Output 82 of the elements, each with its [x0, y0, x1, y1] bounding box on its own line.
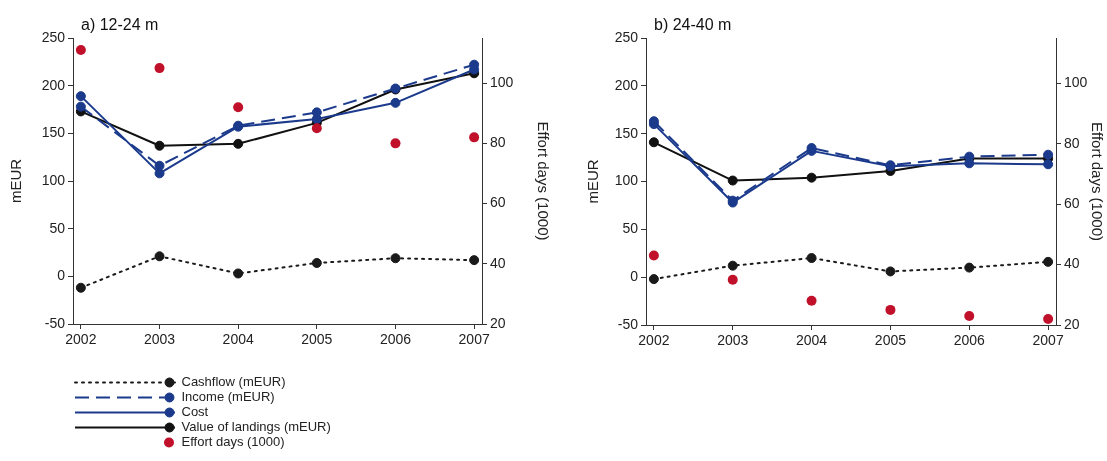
x-tick-label: 2003 — [717, 332, 749, 349]
y2-tick-label: 20 — [490, 314, 506, 331]
point — [233, 102, 244, 113]
x-tick-label: 2002 — [638, 332, 670, 349]
point — [885, 304, 896, 315]
point — [964, 310, 975, 321]
x-tick-label: 2004 — [796, 332, 828, 349]
x-tick-label: 2002 — [65, 331, 97, 348]
y-tick-label: 200 — [41, 76, 66, 93]
point — [1043, 149, 1054, 160]
y-tick-label: 150 — [614, 124, 639, 141]
point — [390, 97, 401, 108]
x-tick-label: 2005 — [301, 331, 333, 348]
legend-label: Cashflow (mEUR) — [181, 374, 286, 390]
point — [1043, 256, 1054, 267]
point — [75, 91, 86, 102]
y2-axis-title: Effort days (1000) — [1088, 122, 1106, 241]
point — [648, 274, 659, 285]
point — [727, 274, 738, 285]
y-tick-label: 250 — [41, 28, 66, 45]
point — [390, 138, 401, 149]
y-tick-label: -50 — [617, 315, 639, 332]
point — [885, 266, 896, 277]
point — [233, 268, 244, 279]
y2-tick-label: 20 — [1064, 315, 1080, 332]
x-tick-label: 2007 — [458, 331, 490, 348]
y-tick-label: 200 — [614, 76, 639, 93]
point — [806, 253, 817, 264]
point — [154, 63, 165, 74]
point — [311, 257, 322, 268]
legend-label: Effort days (1000) — [181, 434, 285, 450]
point — [311, 123, 322, 134]
y-tick-label: -50 — [44, 314, 66, 331]
x-tick-label: 2006 — [953, 332, 986, 349]
point — [154, 140, 165, 151]
y-axis-title: mEUR — [584, 159, 602, 204]
legend-label: Value of landings (mEUR) — [181, 419, 331, 435]
point — [806, 295, 817, 306]
y2-tick-label: 60 — [1064, 195, 1080, 212]
point — [727, 175, 738, 186]
chart-title: a) 12-24 m — [81, 16, 159, 34]
legend-label: Cost — [181, 404, 209, 420]
y2-tick-label: 60 — [490, 194, 506, 211]
y2-tick-label: 100 — [490, 74, 514, 91]
y2-tick-label: 80 — [490, 134, 506, 151]
y2-tick-label: 100 — [1064, 74, 1088, 91]
point — [75, 282, 86, 293]
y2-tick-label: 80 — [1064, 134, 1080, 151]
point — [233, 138, 244, 149]
legend-label: Income (mEUR) — [181, 389, 275, 405]
y-tick-label: 0 — [57, 267, 66, 284]
point — [154, 160, 165, 171]
y2-axis-title: Effort days (1000) — [534, 121, 552, 241]
y-axis-title: mEUR — [7, 158, 25, 204]
point — [1043, 313, 1054, 324]
point — [648, 137, 659, 148]
point — [469, 255, 480, 266]
y-tick-label: 150 — [41, 124, 66, 141]
x-tick-label: 2007 — [1032, 332, 1064, 349]
point — [727, 260, 738, 271]
point — [964, 262, 975, 273]
point — [390, 253, 401, 264]
y-tick-label: 100 — [41, 171, 66, 188]
y2-tick-label: 40 — [490, 254, 506, 271]
point — [469, 132, 480, 143]
point — [154, 251, 165, 262]
chart-title: b) 24-40 m — [654, 16, 732, 34]
y-tick-label: 50 — [622, 220, 639, 237]
x-tick-label: 2005 — [874, 332, 907, 349]
y-tick-label: 50 — [49, 219, 66, 236]
point — [806, 172, 817, 183]
point — [75, 101, 86, 112]
y-tick-label: 250 — [614, 28, 639, 45]
point — [648, 250, 659, 261]
y-tick-label: 100 — [614, 172, 639, 189]
point — [1043, 159, 1054, 170]
point — [75, 45, 86, 56]
x-tick-label: 2006 — [379, 331, 412, 348]
y-tick-label: 0 — [630, 268, 639, 285]
x-tick-label: 2004 — [222, 331, 254, 348]
y2-tick-label: 40 — [1064, 255, 1080, 272]
x-tick-label: 2003 — [143, 331, 176, 348]
